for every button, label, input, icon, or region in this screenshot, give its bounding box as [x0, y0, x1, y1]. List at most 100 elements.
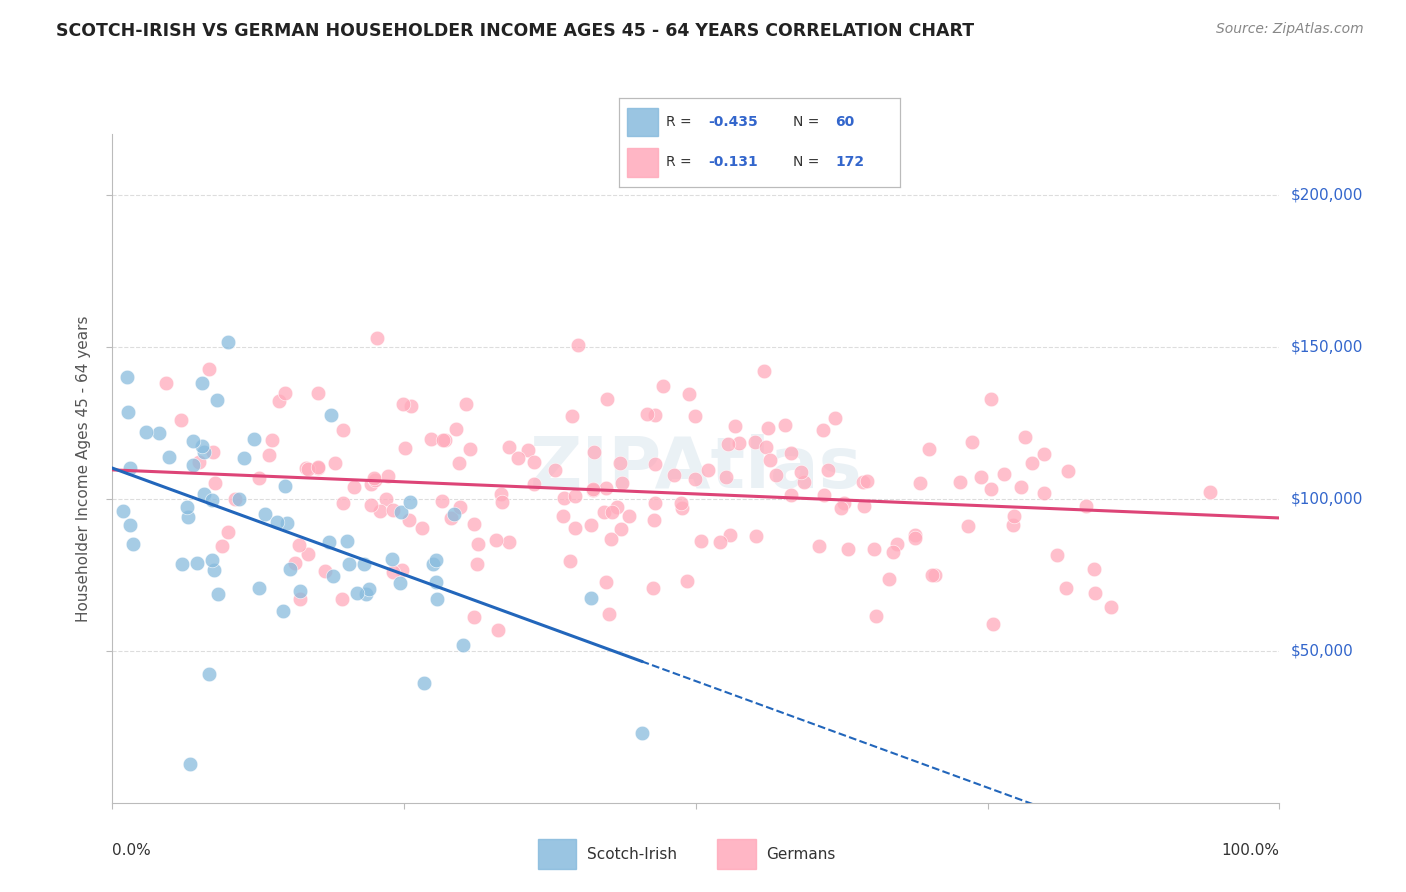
Point — [381, 552, 404, 566]
Point — [582, 482, 605, 496]
Point — [357, 582, 380, 596]
Point — [388, 575, 411, 590]
Point — [690, 534, 713, 549]
Point — [170, 413, 193, 427]
Point — [856, 474, 879, 488]
Point — [779, 488, 801, 502]
Point — [811, 423, 834, 437]
Point — [201, 445, 224, 459]
Point — [243, 432, 266, 446]
Point — [1084, 586, 1107, 600]
Text: -0.435: -0.435 — [709, 115, 758, 129]
Point — [449, 500, 471, 514]
Point — [485, 533, 508, 547]
Point — [671, 501, 693, 516]
Point — [330, 591, 353, 606]
Point — [609, 522, 631, 536]
Point — [177, 510, 200, 524]
Point — [718, 527, 741, 541]
Point — [924, 567, 946, 582]
Point — [207, 587, 229, 601]
Point — [443, 507, 465, 521]
Text: Source: ZipAtlas.com: Source: ZipAtlas.com — [1216, 22, 1364, 37]
Point — [295, 461, 318, 475]
Point — [228, 492, 250, 507]
Point — [262, 433, 284, 447]
Point — [201, 492, 224, 507]
Bar — [717, 839, 756, 869]
Point — [600, 532, 623, 546]
Text: N =: N = — [793, 115, 824, 129]
Point — [157, 450, 180, 464]
Point — [191, 439, 214, 453]
Point — [765, 468, 787, 483]
Point — [382, 503, 405, 517]
Point — [458, 442, 481, 456]
Point — [837, 541, 859, 556]
Point — [288, 584, 311, 599]
Point — [956, 518, 979, 533]
Point — [430, 494, 453, 508]
Point — [877, 572, 900, 586]
Point — [198, 666, 221, 681]
Text: N =: N = — [793, 155, 824, 169]
Point — [567, 337, 589, 351]
Point — [652, 379, 675, 393]
Point — [683, 409, 706, 423]
Point — [267, 394, 290, 409]
Point — [717, 437, 740, 451]
Point — [1002, 508, 1025, 523]
Point — [610, 476, 633, 491]
Point — [193, 487, 215, 501]
Point — [425, 552, 447, 566]
Point — [714, 470, 737, 484]
Text: ZIPAtlas: ZIPAtlas — [530, 434, 862, 503]
Point — [394, 441, 416, 455]
Point — [830, 501, 852, 516]
Point — [853, 499, 876, 513]
Point — [148, 425, 170, 440]
Point — [558, 554, 581, 568]
Point — [307, 386, 329, 401]
Point — [186, 557, 208, 571]
Point — [685, 472, 707, 486]
Point — [247, 581, 270, 595]
Point — [118, 461, 141, 475]
Point — [676, 574, 699, 588]
Point — [198, 362, 221, 376]
Point — [439, 511, 461, 525]
Point — [465, 558, 488, 572]
Point — [595, 574, 617, 589]
Point — [322, 569, 344, 583]
Point — [117, 405, 139, 419]
Point — [793, 475, 815, 490]
Point — [824, 411, 846, 425]
Point — [1057, 464, 1080, 478]
Point — [581, 517, 603, 532]
Text: $150,000: $150,000 — [1291, 339, 1362, 354]
Point — [1046, 548, 1069, 562]
Point — [432, 433, 454, 447]
Point — [343, 480, 366, 494]
Point — [381, 565, 404, 579]
Point — [756, 421, 779, 435]
Point — [337, 558, 360, 572]
Text: R =: R = — [666, 155, 696, 169]
Point — [176, 500, 198, 514]
Point — [297, 547, 319, 561]
Bar — [627, 148, 658, 177]
Point — [170, 558, 193, 572]
Point — [636, 407, 658, 421]
Point — [207, 393, 229, 408]
Point — [259, 448, 281, 462]
Y-axis label: Householder Income Ages 45 - 64 years: Householder Income Ages 45 - 64 years — [76, 315, 91, 622]
Point — [1014, 430, 1036, 444]
Text: 60: 60 — [835, 115, 855, 129]
Point — [398, 513, 420, 527]
Point — [121, 537, 143, 551]
Point — [288, 537, 311, 551]
Point — [191, 376, 214, 391]
Text: $200,000: $200,000 — [1291, 187, 1362, 202]
Point — [564, 489, 586, 503]
Text: 0.0%: 0.0% — [112, 843, 152, 858]
